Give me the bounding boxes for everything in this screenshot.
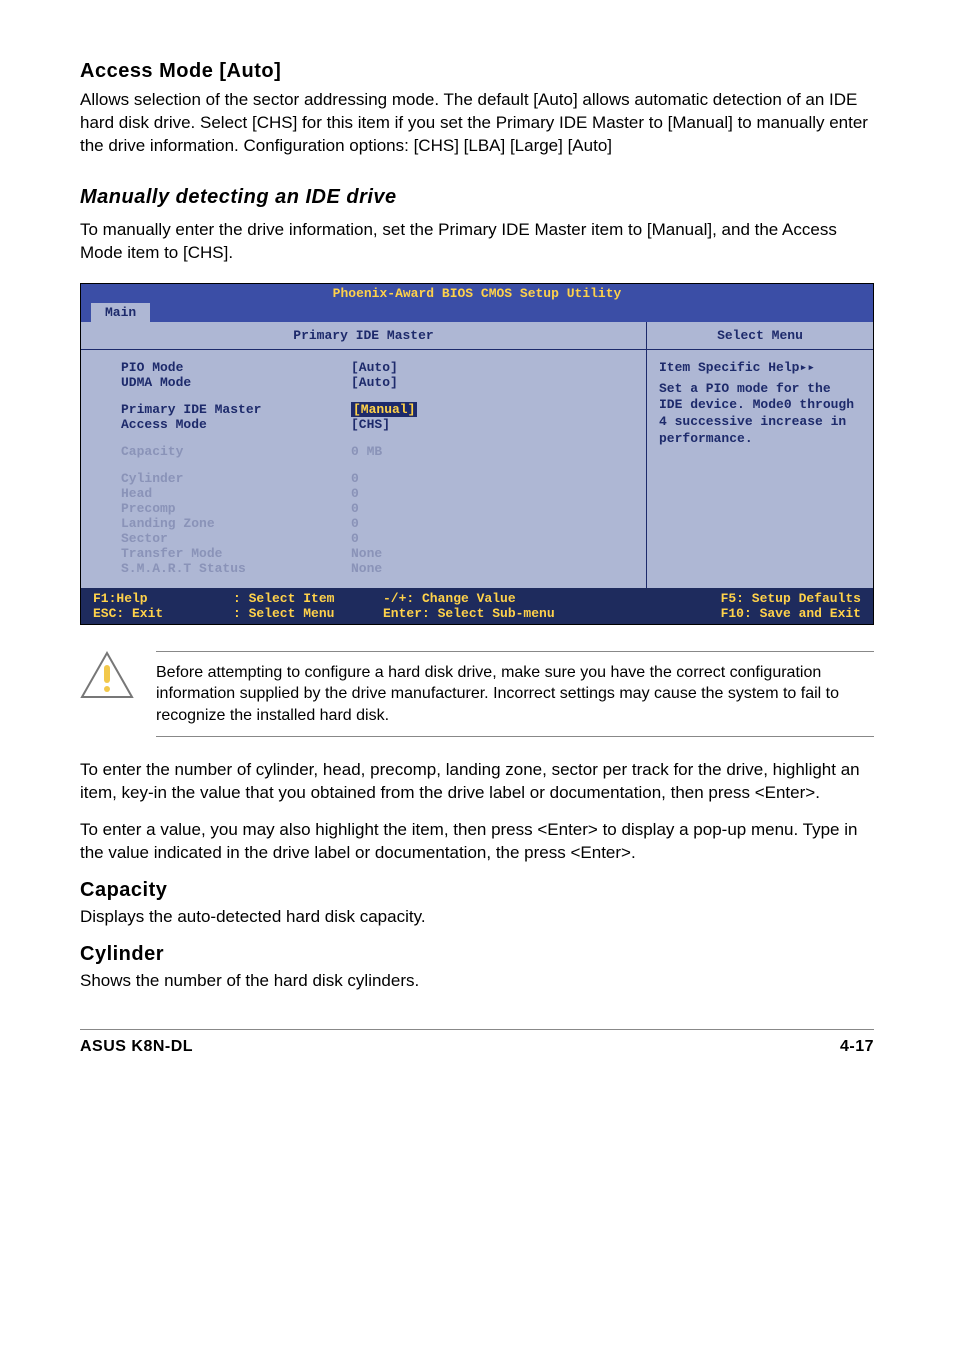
warning-text: Before attempting to configure a hard di… xyxy=(156,662,874,727)
heading-cylinder: Cylinder xyxy=(80,943,874,966)
bios-tab-main[interactable]: Main xyxy=(91,303,150,322)
body-capacity: Displays the auto-detected hard disk cap… xyxy=(80,906,874,929)
bios-row-access-mode[interactable]: Access Mode [CHS] xyxy=(121,417,618,432)
warning-block: Before attempting to configure a hard di… xyxy=(80,651,874,738)
bios-row-smart: S.M.A.R.T Status None xyxy=(121,561,618,576)
page-footer: ASUS K8N-DL 4-17 xyxy=(80,1029,874,1056)
bios-row-precomp: Precomp 0 xyxy=(121,501,618,516)
bios-hint-select-item: : Select Item xyxy=(233,591,383,606)
footer-product: ASUS K8N-DL xyxy=(80,1038,193,1056)
bios-hint-exit: ESC: Exit xyxy=(93,606,233,621)
bios-row-landing-zone: Landing Zone 0 xyxy=(121,516,618,531)
heading-manual-detect: Manually detecting an IDE drive xyxy=(80,186,874,209)
bios-hint-select-menu: : Select Menu xyxy=(233,606,383,621)
bios-row-capacity: Capacity 0 MB xyxy=(121,444,618,459)
bios-right-header: Select Menu xyxy=(647,322,873,350)
body-manual-detect: To manually enter the drive information,… xyxy=(80,219,874,265)
bios-row-transfer-mode: Transfer Mode None xyxy=(121,546,618,561)
bios-row-sector: Sector 0 xyxy=(121,531,618,546)
body-enter-number: To enter the number of cylinder, head, p… xyxy=(80,759,874,805)
heading-capacity: Capacity xyxy=(80,879,874,902)
bios-hint-select-submenu: Enter: Select Sub-menu xyxy=(383,606,671,621)
bios-left-header: Primary IDE Master xyxy=(81,322,646,350)
bios-footer: F1:Help : Select Item -/+: Change Value … xyxy=(81,588,873,624)
bios-hint-change-value: -/+: Change Value xyxy=(383,591,671,606)
bios-label: UDMA Mode xyxy=(121,375,351,390)
chevron-right-icon: ▸▸ xyxy=(799,360,815,375)
bios-left-pane: Primary IDE Master PIO Mode [Auto] UDMA … xyxy=(81,322,647,588)
bios-row-udma[interactable]: UDMA Mode [Auto] xyxy=(121,375,618,390)
bios-hint-save-exit: F10: Save and Exit xyxy=(671,606,861,621)
bios-row-head: Head 0 xyxy=(121,486,618,501)
body-enter-value: To enter a value, you may also highlight… xyxy=(80,819,874,865)
bios-row-pio[interactable]: PIO Mode [Auto] xyxy=(121,360,618,375)
bios-label: Primary IDE Master xyxy=(121,402,351,417)
bios-titlebar: Phoenix-Award BIOS CMOS Setup Utility xyxy=(81,284,873,303)
body-cylinder: Shows the number of the hard disk cylind… xyxy=(80,970,874,993)
bios-hint-setup-defaults: F5: Setup Defaults xyxy=(671,591,861,606)
bios-row-cylinder: Cylinder 0 xyxy=(121,471,618,486)
bios-help-body: Set a PIO mode for the IDE device. Mode0… xyxy=(659,381,861,449)
bios-value: [Auto] xyxy=(351,360,618,375)
warning-icon xyxy=(80,651,134,699)
bios-hint-help: F1:Help xyxy=(93,591,233,606)
bios-screen: Phoenix-Award BIOS CMOS Setup Utility Ma… xyxy=(80,283,874,625)
heading-access-mode: Access Mode [Auto] xyxy=(80,60,874,83)
footer-page-number: 4-17 xyxy=(840,1038,874,1056)
bios-help-title: Item Specific Help▸▸ xyxy=(659,360,861,377)
bios-label: Access Mode xyxy=(121,417,351,432)
bios-row-primary-ide-master[interactable]: Primary IDE Master [Manual] xyxy=(121,402,618,417)
body-access-mode: Allows selection of the sector addressin… xyxy=(80,89,874,158)
bios-tab-row: Main xyxy=(81,303,873,322)
bios-value-selected: [Manual] xyxy=(351,402,618,417)
bios-right-pane: Select Menu Item Specific Help▸▸ Set a P… xyxy=(647,322,873,588)
bios-value: [Auto] xyxy=(351,375,618,390)
bios-label: PIO Mode xyxy=(121,360,351,375)
bios-value: [CHS] xyxy=(351,417,618,432)
